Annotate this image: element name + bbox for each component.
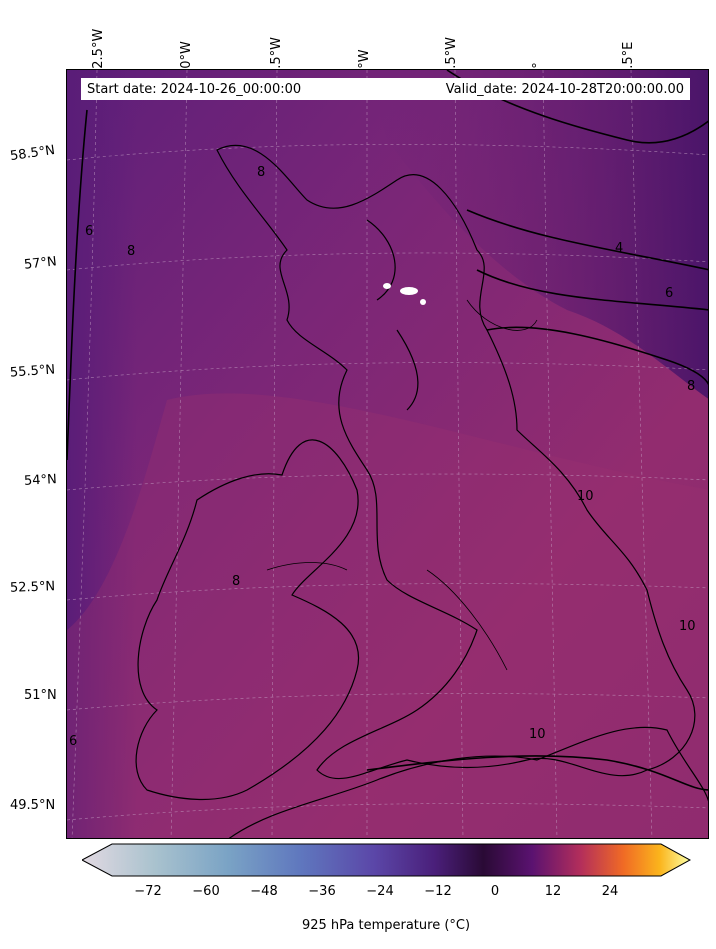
colorbar-tick: 12 bbox=[544, 884, 562, 899]
colorbar bbox=[82, 843, 691, 877]
colorbar-tick: 24 bbox=[601, 884, 619, 899]
colorbar-label: 925 hPa temperature (°C) bbox=[301, 918, 471, 933]
isotherms bbox=[67, 70, 708, 791]
contour-label: 10 bbox=[529, 727, 546, 742]
lat-label-49-5n: 49.5°N bbox=[10, 798, 56, 813]
contour-label: 8 bbox=[257, 165, 265, 180]
graticule bbox=[67, 70, 708, 838]
contour-label: 4 bbox=[615, 241, 623, 256]
coastlines bbox=[135, 144, 708, 838]
contour-labels: 4 6 6 6 8 8 8 8 10 10 10 bbox=[69, 165, 696, 749]
contour-label: 6 bbox=[69, 734, 77, 749]
lat-label-57n: 57°N bbox=[23, 254, 58, 273]
lat-label-58-5n: 58.5°N bbox=[9, 142, 56, 165]
contour-label: 10 bbox=[577, 489, 594, 504]
colorbar-tick: −36 bbox=[308, 884, 336, 899]
lat-label-55-5n: 55.5°N bbox=[9, 362, 56, 381]
contour-label: 8 bbox=[687, 379, 695, 394]
contour-label: 8 bbox=[232, 574, 240, 589]
colorbar-tick: −72 bbox=[134, 884, 162, 899]
lat-label-54n: 54°N bbox=[23, 472, 58, 489]
colorbar-tick: −12 bbox=[424, 884, 452, 899]
lat-label-51n: 51°N bbox=[24, 688, 57, 703]
temperature-field: 4 6 6 6 8 8 8 8 10 10 10 bbox=[67, 70, 708, 838]
lat-label-52-5n: 52.5°N bbox=[9, 579, 56, 596]
colorbar-tick: 0 bbox=[490, 884, 500, 899]
map-panel[interactable]: 4 6 6 6 8 8 8 8 10 10 10 Start date: 202… bbox=[66, 69, 709, 839]
valid-date-text: Valid_date: 2024-10-28T20:00:00.00 bbox=[445, 81, 684, 97]
contour-label: 6 bbox=[85, 224, 93, 239]
colorbar-tick: −60 bbox=[192, 884, 220, 899]
contour-label: 6 bbox=[665, 286, 673, 301]
missing-data-patches bbox=[383, 283, 426, 305]
start-date-text: Start date: 2024-10-26_00:00:00 bbox=[87, 81, 302, 97]
date-info-box: Start date: 2024-10-26_00:00:00 Valid_da… bbox=[81, 78, 690, 100]
colorbar-tick: −24 bbox=[366, 884, 394, 899]
contour-label: 10 bbox=[679, 619, 696, 634]
colorbar-tick: −48 bbox=[250, 884, 278, 899]
contour-label: 8 bbox=[127, 244, 135, 259]
